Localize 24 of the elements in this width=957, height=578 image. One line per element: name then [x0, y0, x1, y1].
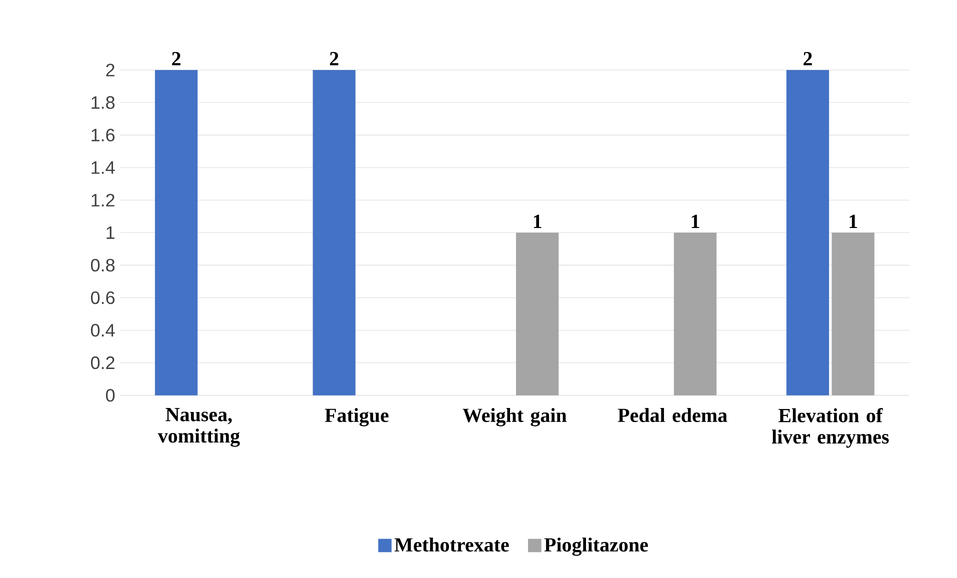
data-label: 1: [692, 214, 700, 228]
data-label: 2: [330, 52, 338, 66]
legend-label: Pioglitazone: [544, 538, 648, 556]
data-label: 2: [804, 52, 812, 66]
y-tick-label: 1: [106, 226, 114, 239]
y-tick-label: 1.8: [92, 96, 115, 109]
x-tick-label: Elevation of liver enzymes: [772, 408, 889, 448]
legend-label: Methotrexate: [394, 538, 509, 552]
y-tick-label: 1.2: [92, 194, 114, 206]
y-tick-label: 0: [106, 388, 115, 402]
y-tick-label: 1.6: [92, 128, 115, 142]
x-tick-label: Fatigue: [324, 408, 389, 426]
y-tick-label: 0.6: [90, 291, 115, 304]
x-tick-label: Nausea, vomitting: [158, 408, 240, 447]
y-tick-label: 1.4: [92, 161, 115, 174]
y-tick-label: 0.2: [90, 356, 114, 370]
y-tick-label: 2: [106, 64, 114, 76]
data-label: 1: [850, 214, 858, 228]
data-label: 2: [172, 52, 180, 66]
y-tick-label: 0.4: [90, 324, 115, 337]
x-tick-label: Weight gain: [462, 408, 567, 426]
x-tick-label: Pedal edema: [618, 408, 728, 422]
y-tick-label: 0.8: [90, 258, 115, 272]
data-label: 1: [534, 214, 542, 228]
